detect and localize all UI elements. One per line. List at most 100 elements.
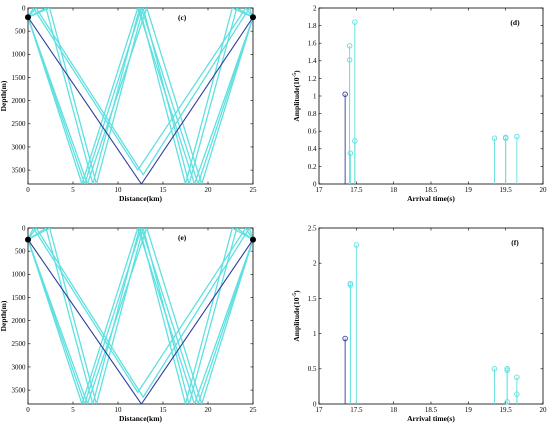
y-tick-label: 2000 xyxy=(12,317,27,325)
multipath-ray xyxy=(28,8,253,184)
panel-label: (c) xyxy=(178,13,187,22)
panel-label: (f) xyxy=(511,238,519,247)
x-tick-label: 25 xyxy=(250,186,258,194)
plot-frame-3 xyxy=(318,227,544,405)
x-tick-label: 17.5 xyxy=(350,406,363,414)
stem-marker xyxy=(347,282,354,288)
y-axis-label-main: Amplitude(10 xyxy=(292,77,301,121)
x-tick-label: 19.5 xyxy=(500,406,513,414)
y-axis-label: Depth(m) xyxy=(0,80,8,111)
x-tick-label: 5 xyxy=(71,186,75,194)
y-tick-label: 1 xyxy=(313,92,317,100)
x-tick-label: 25 xyxy=(250,406,258,414)
y-tick-label: 2 xyxy=(313,260,317,268)
y-tick-label: 1000 xyxy=(12,51,27,59)
multipath-ray xyxy=(28,8,253,184)
panel-label: (e) xyxy=(178,233,187,242)
y-tick-label: 0 xyxy=(313,400,317,408)
y-tick-label: 0.5 xyxy=(308,365,317,373)
y-tick-label: 1500 xyxy=(12,74,27,82)
stem-marker xyxy=(352,138,358,144)
y-tick-label: 2500 xyxy=(12,340,27,348)
receiver-marker xyxy=(250,14,256,21)
y-tick-label: 3000 xyxy=(12,363,27,371)
x-tick-label: 18 xyxy=(390,406,398,414)
y-tick-label: 0 xyxy=(22,4,26,12)
x-tick-label: 19.5 xyxy=(500,186,513,194)
stem-marker xyxy=(353,242,360,248)
y-tick-label: 1.8 xyxy=(308,22,317,30)
x-tick-label: 17.5 xyxy=(350,186,363,194)
x-tick-label: 0 xyxy=(26,406,30,414)
x-tick-label: 20 xyxy=(540,406,548,414)
x-tick-label: 20 xyxy=(540,186,548,194)
x-axis-label: Arrival time(s) xyxy=(407,414,455,423)
x-axis-label: Distance(km) xyxy=(119,414,162,423)
stem-marker xyxy=(342,91,348,97)
x-tick-label: 19 xyxy=(465,186,473,194)
y-axis-label-exponent: -5 xyxy=(292,293,298,298)
x-tick-label: 17 xyxy=(316,406,324,414)
y-tick-label: 500 xyxy=(15,28,26,36)
panel-label: (d) xyxy=(510,18,520,27)
y-tick-label: 1000 xyxy=(12,271,27,279)
x-tick-label: 18.5 xyxy=(425,406,438,414)
y-tick-label: 0 xyxy=(313,180,317,188)
stem-marker xyxy=(347,150,354,156)
multipath-ray xyxy=(28,8,253,172)
multipath-ray xyxy=(28,228,253,404)
stem-marker xyxy=(352,19,358,25)
stem-marker xyxy=(504,399,510,405)
x-tick-label: 15 xyxy=(160,406,168,414)
plot-frame-2 xyxy=(27,227,254,405)
x-axis-label: Distance(km) xyxy=(119,194,162,203)
x-tick-label: 5 xyxy=(71,406,75,414)
stem-marker xyxy=(346,57,353,63)
y-axis-label-close: ) xyxy=(292,290,301,293)
multipath-ray xyxy=(28,228,253,399)
y-tick-label: 1 xyxy=(313,330,317,338)
y-axis-label-exponent: -5 xyxy=(292,73,298,78)
plot-frame-0 xyxy=(27,7,254,185)
y-tick-label: 1.4 xyxy=(308,57,317,65)
x-tick-label: 10 xyxy=(115,406,123,414)
y-tick-label: 1500 xyxy=(12,294,27,302)
x-tick-label: 0 xyxy=(26,186,30,194)
y-tick-label: 1.2 xyxy=(308,75,317,83)
y-axis-label-main: Amplitude(10 xyxy=(292,297,301,341)
x-tick-label: 10 xyxy=(115,186,123,194)
direct-ray xyxy=(28,239,253,404)
stem-marker xyxy=(514,374,520,380)
multipath-ray xyxy=(28,8,253,176)
x-tick-label: 18 xyxy=(390,186,398,194)
y-tick-label: 1.5 xyxy=(308,295,317,303)
y-tick-label: 2500 xyxy=(12,120,27,128)
receiver-marker xyxy=(250,236,256,243)
source-marker xyxy=(25,14,31,21)
stem-marker xyxy=(514,133,520,140)
y-tick-label: 0.4 xyxy=(308,145,317,153)
y-tick-label: 0.6 xyxy=(308,128,317,136)
x-tick-label: 19 xyxy=(465,406,473,414)
multipath-ray xyxy=(28,8,253,184)
y-axis-label-close: ) xyxy=(292,70,301,73)
y-tick-label: 500 xyxy=(15,248,26,256)
source-marker xyxy=(25,236,31,243)
direct-ray xyxy=(28,16,253,184)
y-axis-label: Depth(m) xyxy=(0,300,8,331)
multipath-ray xyxy=(28,228,253,394)
y-tick-label: 0 xyxy=(22,224,26,232)
y-tick-label: 2.5 xyxy=(308,224,317,232)
y-tick-label: 1.6 xyxy=(308,40,317,48)
y-tick-label: 0.8 xyxy=(308,110,317,118)
y-tick-label: 0.2 xyxy=(308,163,317,171)
stem-marker xyxy=(514,391,520,397)
multipath-ray xyxy=(28,228,253,404)
multipath-ray xyxy=(28,228,253,404)
stem-marker xyxy=(346,43,353,49)
y-axis-label: Amplitude(10-5) xyxy=(292,290,301,342)
ray-group-2 xyxy=(28,228,253,404)
y-tick-label: 2000 xyxy=(12,97,27,105)
stem-marker xyxy=(342,335,348,342)
